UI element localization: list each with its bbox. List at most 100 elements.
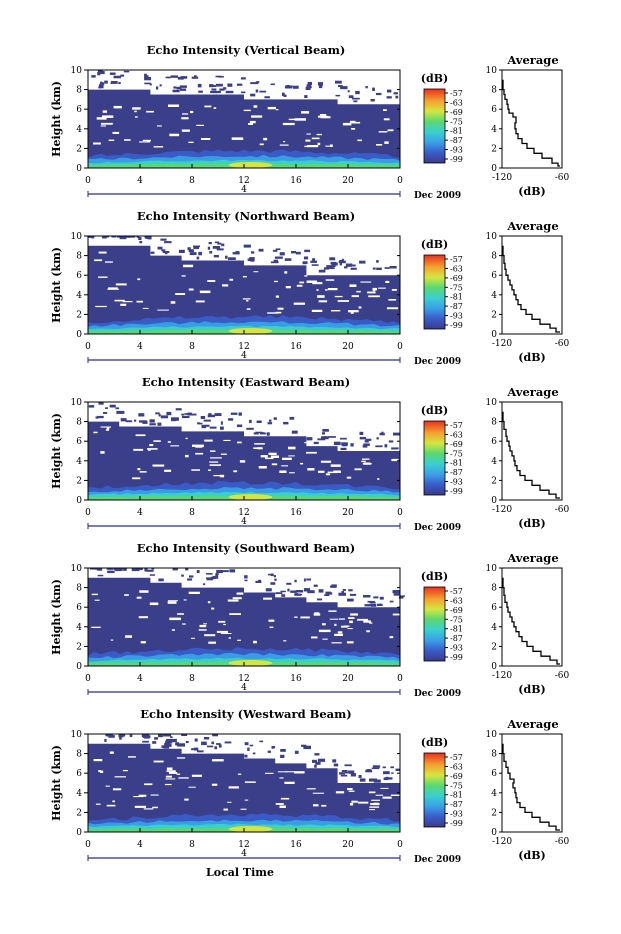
colorbar-tick-label: -75 xyxy=(450,449,463,458)
echo-gap xyxy=(316,289,319,291)
echo-speck xyxy=(206,577,211,579)
echo-speck xyxy=(369,778,377,782)
echo-gap xyxy=(138,616,148,619)
profile-y-tick-label: 6 xyxy=(491,437,497,447)
echo-gap xyxy=(318,300,328,303)
echo-speck xyxy=(393,593,400,596)
echo-speck xyxy=(370,603,377,607)
echo-gap xyxy=(263,137,268,141)
echo-speck xyxy=(329,257,336,261)
y-tick-label: 6 xyxy=(76,603,82,613)
echo-speck xyxy=(370,99,375,102)
echo-speck xyxy=(330,585,335,588)
echo-speck xyxy=(314,753,320,756)
echo-gap xyxy=(253,105,258,108)
echo-speck xyxy=(104,738,107,742)
colorbar-tick-label: -69 xyxy=(450,440,463,449)
echo-speck xyxy=(107,734,111,736)
x-tick-label: 20 xyxy=(342,840,354,850)
echo-gap xyxy=(284,271,288,274)
echo-gap xyxy=(213,107,217,109)
echo-gap xyxy=(165,778,176,780)
echo-speck xyxy=(379,596,384,600)
profile-y-tick-label: 8 xyxy=(491,418,497,428)
echo-speck xyxy=(203,583,206,586)
echo-speck xyxy=(347,90,350,93)
echo-speck xyxy=(129,734,133,738)
echo-gap xyxy=(313,804,319,807)
echo-gap xyxy=(275,803,284,805)
echo-gap xyxy=(143,808,154,810)
profile-y-tick-label: 4 xyxy=(491,623,497,633)
echo-gap xyxy=(253,640,257,644)
profile-title: Average xyxy=(506,219,558,233)
echo-speck xyxy=(125,236,131,238)
x-tick-label: 8 xyxy=(189,840,195,850)
echo-gap xyxy=(101,122,113,125)
profile-y-tick-label: 0 xyxy=(491,662,497,672)
echo-gap xyxy=(369,809,375,811)
x-tick-label: 0 xyxy=(397,674,403,684)
echo-speck xyxy=(365,86,368,89)
echo-speck xyxy=(181,413,185,416)
echo-gap xyxy=(149,602,159,606)
profile-x-tick-label: -60 xyxy=(555,173,570,183)
echo-speck xyxy=(95,568,100,570)
echo-gap xyxy=(223,808,228,811)
echo-gap xyxy=(93,759,103,762)
x-tick-label: 12 xyxy=(238,342,249,352)
echo-speck xyxy=(96,415,104,419)
echo-speck xyxy=(270,83,275,86)
echo-speck xyxy=(97,70,103,74)
echo-speck xyxy=(306,84,312,87)
echo-gap xyxy=(192,444,204,447)
echo-speck xyxy=(99,82,105,86)
echo-speck xyxy=(138,413,145,417)
echo-speck xyxy=(352,97,360,100)
echo-gap xyxy=(132,107,141,110)
echo-gap xyxy=(304,275,308,277)
echo-speck xyxy=(120,74,125,77)
echo-speck xyxy=(250,259,255,262)
echo-gap xyxy=(188,141,194,143)
echo-gap xyxy=(275,295,279,298)
echo-speck xyxy=(273,575,276,578)
echo-speck xyxy=(163,734,171,737)
echo-speck xyxy=(371,767,380,770)
x-tick-label: 0 xyxy=(397,508,403,518)
profile-line xyxy=(502,743,560,831)
echo-gap xyxy=(300,462,304,465)
echo-speck xyxy=(338,260,346,264)
x-tick-label: 4 xyxy=(137,840,143,850)
colorbar-tick-label: -87 xyxy=(450,800,463,809)
echo-gap xyxy=(318,629,331,633)
echo-gap xyxy=(265,457,274,460)
echo-speck xyxy=(353,100,358,103)
echo-gap xyxy=(385,280,390,283)
average-profile: Average 0 2 4 6 8 10 -120 -60 (dB) xyxy=(486,219,570,364)
echo-gap xyxy=(232,597,242,600)
colorbar-tick-label: -63 xyxy=(450,98,463,107)
y-tick-label: 6 xyxy=(76,769,82,779)
colorbar-unit: (dB) xyxy=(421,570,448,583)
colorbar-tick-label: -99 xyxy=(450,321,463,330)
echo-gap xyxy=(349,620,353,624)
y-axis-label: Height (km) xyxy=(50,81,63,157)
echo-gap xyxy=(220,633,232,634)
echo-speck xyxy=(270,582,276,585)
echo-speck xyxy=(274,256,283,259)
x-tick-label: 16 xyxy=(290,342,302,352)
profile-x-tick-label: -60 xyxy=(555,837,570,847)
colorbar-tick-label: -93 xyxy=(450,478,463,487)
echo-gap xyxy=(96,117,107,120)
echo-speck xyxy=(373,779,381,783)
echo-speck xyxy=(383,771,390,775)
profile-y-tick-label: 8 xyxy=(491,252,497,262)
profile-y-tick-label: 2 xyxy=(491,144,497,154)
echo-gap xyxy=(330,144,333,147)
profile-x-tick-label: -60 xyxy=(555,339,570,349)
y-tick-label: 0 xyxy=(76,496,82,506)
echo-gap xyxy=(237,639,241,641)
echo-gap xyxy=(164,469,172,472)
echo-region xyxy=(88,743,400,832)
